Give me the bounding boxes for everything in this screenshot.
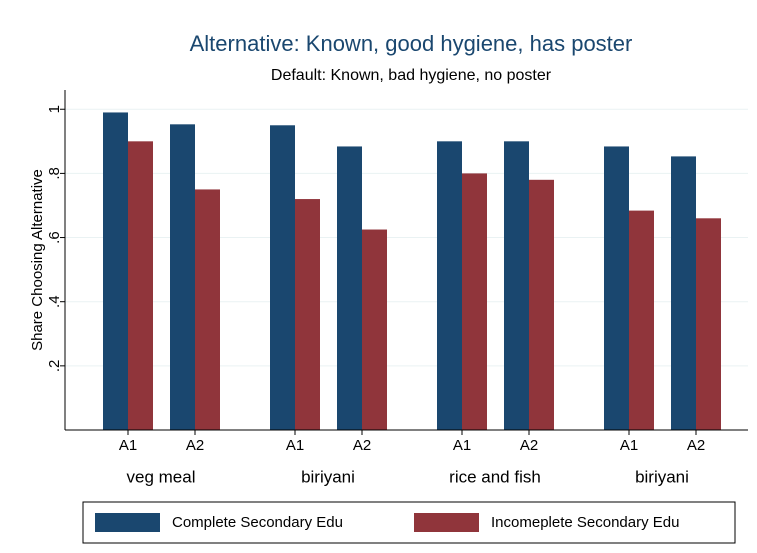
bar [195,189,220,430]
y-tick-label: 1 [46,105,63,113]
group-label: veg meal [127,467,196,486]
bar [629,210,654,430]
bar [270,125,295,430]
y-tick-label: .8 [46,167,63,180]
bar [103,112,128,431]
group-label: biriyani [301,467,355,486]
x-tick-label: A2 [186,437,204,454]
legend-label: Incomeplete Secondary Edu [491,514,679,531]
x-tick-label: A2 [687,437,705,454]
group-label: biriyani [635,467,689,486]
bar [437,141,462,431]
x-tick-label: A2 [520,437,538,454]
legend-box [82,501,736,544]
bar [504,141,529,431]
bar [337,146,362,431]
legend-label: Complete Secondary Edu [172,514,343,531]
y-axis-label: Share Choosing Alternative [29,169,46,351]
bar [362,229,387,430]
group-label: rice and fish [449,467,541,486]
chart-subtitle: Default: Known, bad hygiene, no poster [271,67,552,84]
bar [604,146,629,431]
legend-swatch [414,513,479,532]
x-tick-label: A2 [353,437,371,454]
legend-swatch [95,513,160,532]
x-tick-label: A1 [119,437,137,454]
bar [128,141,153,431]
bar [696,218,721,430]
bar [170,124,195,431]
y-tick-label: .2 [46,360,63,373]
x-tick-label: A1 [453,437,471,454]
chart-title: Alternative: Known, good hygiene, has po… [190,31,633,56]
x-tick-label: A1 [620,437,638,454]
bar [529,179,554,430]
bar [671,156,696,430]
bar [295,199,320,430]
x-tick-label: A1 [286,437,304,454]
bar [462,173,487,430]
y-tick-label: .4 [46,295,63,308]
y-tick-label: .6 [46,231,63,244]
